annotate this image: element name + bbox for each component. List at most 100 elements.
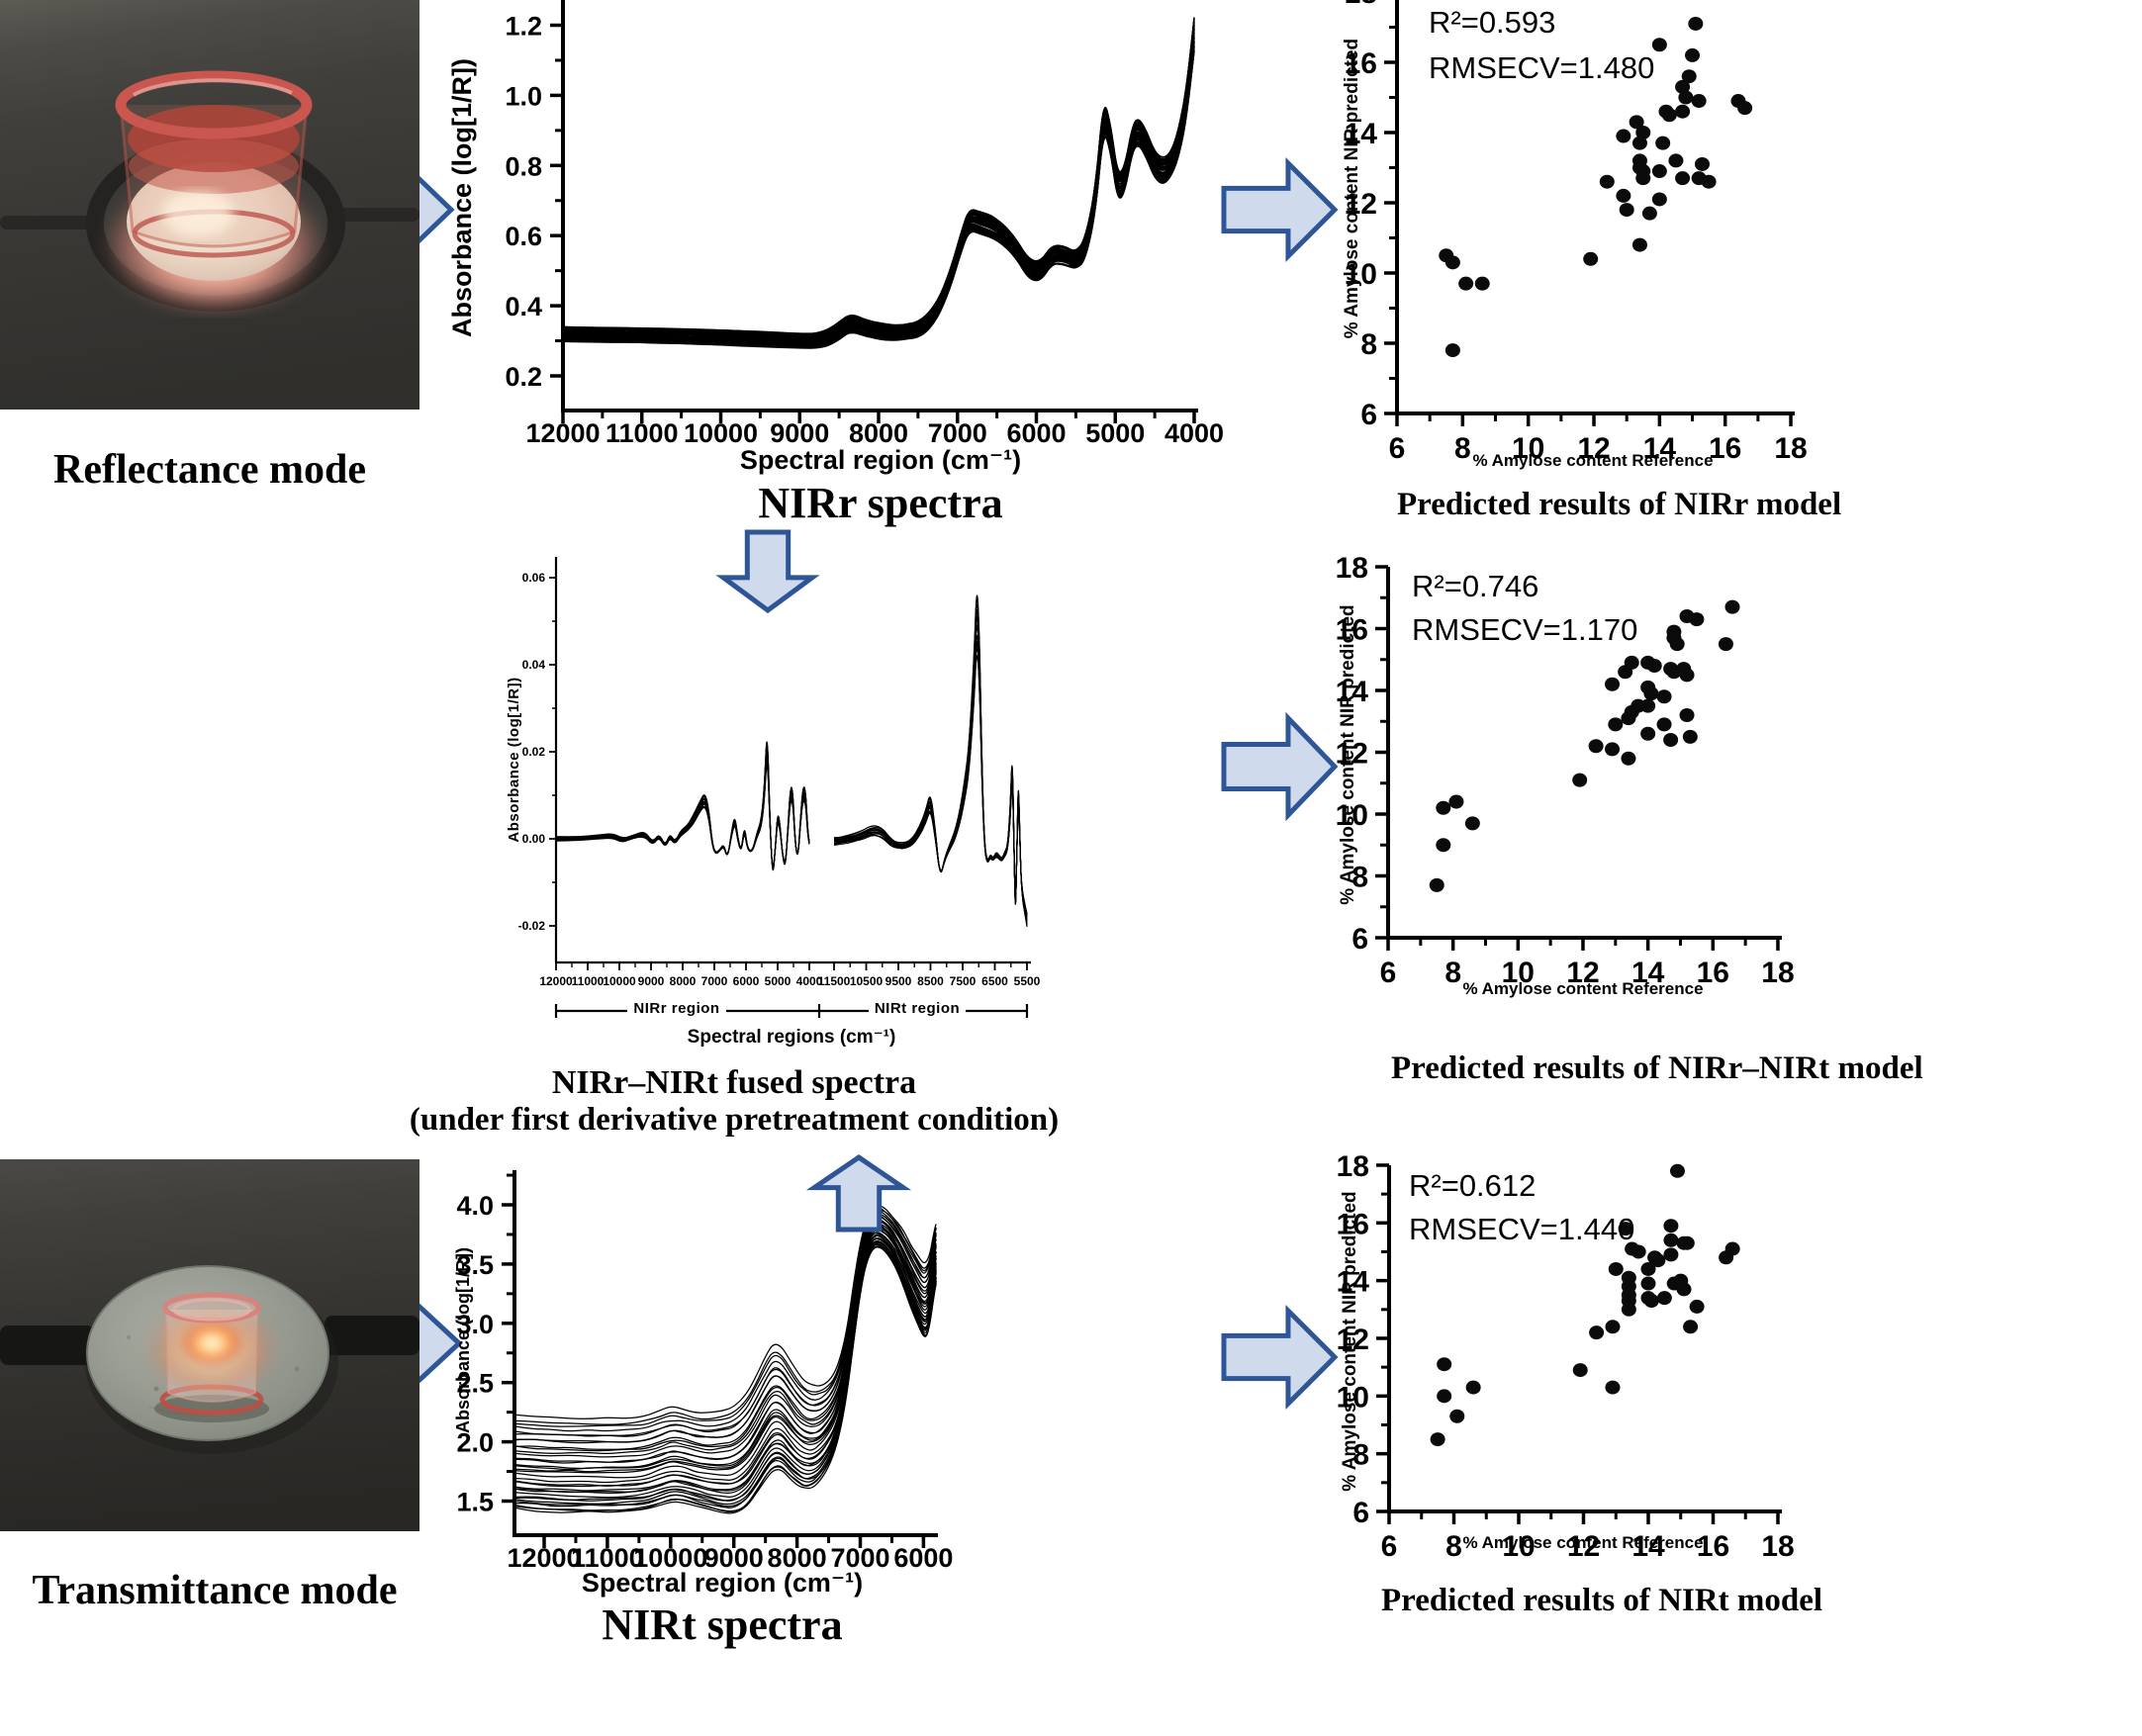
nirr-title: NIRr spectra (758, 479, 1003, 527)
svg-text:1.5: 1.5 (456, 1488, 494, 1517)
fused-ylabel: Absorbance (log[1/R]) (506, 677, 522, 843)
svg-text:14: 14 (1643, 432, 1677, 465)
svg-text:7000: 7000 (701, 974, 728, 988)
svg-text:8: 8 (1351, 862, 1368, 894)
disc-speckle (127, 1335, 131, 1339)
cup-rim (115, 70, 313, 139)
scatter-fused-rmsecv: RMSECV=1.170 (1412, 612, 1638, 647)
arrow-nirt-to-fused (805, 1153, 912, 1233)
svg-text:6: 6 (1351, 923, 1368, 956)
svg-text:14: 14 (1336, 676, 1369, 708)
svg-text:8: 8 (1454, 432, 1471, 465)
svg-text:0.02: 0.02 (522, 745, 546, 759)
svg-text:14: 14 (1345, 118, 1378, 150)
svg-text:16: 16 (1697, 957, 1729, 989)
svg-text:5500: 5500 (1014, 974, 1041, 988)
svg-text:5000: 5000 (1085, 418, 1145, 448)
svg-text:3.5: 3.5 (456, 1250, 494, 1280)
nirr-ylabel: Absorbance (log[1/R]) (447, 58, 477, 338)
svg-text:18: 18 (1337, 1150, 1369, 1183)
disc-speckle (294, 1366, 300, 1372)
transmittance-photo-image (0, 1159, 419, 1531)
scatter-nirt-rmsecv: RMSECV=1.440 (1409, 1212, 1635, 1246)
scatter-fused-r2: R²=0.746 (1412, 569, 1539, 603)
svg-text:0.04: 0.04 (522, 658, 546, 672)
scatter-nirt-ylabel: % Amylose content NIR predicted (1340, 1191, 1360, 1492)
svg-text:12: 12 (1336, 738, 1368, 771)
scatter-nirr-xlabel: % Amylose content Reference (1472, 451, 1714, 470)
svg-text:9000: 9000 (704, 1543, 764, 1573)
nirt-ylabel: Absorbance (log[1/R]) (453, 1247, 473, 1434)
reflectance-photo (0, 0, 419, 410)
svg-text:6000: 6000 (893, 1543, 953, 1573)
svg-text:9000: 9000 (638, 974, 665, 988)
cup-rim-highlight (133, 78, 293, 97)
scatter-nirt-title: Predicted results of NIRt model (1381, 1583, 1823, 1618)
glow-core (180, 1321, 243, 1366)
cup-interior-mid (129, 138, 299, 194)
powder-highlight (162, 191, 233, 236)
svg-text:11000: 11000 (572, 974, 605, 988)
scatter-fused-ylabel: % Amylose content NIR predicted (1338, 604, 1358, 905)
svg-text:7000: 7000 (928, 418, 987, 448)
svg-text:16: 16 (1337, 1208, 1369, 1240)
svg-text:8500: 8500 (917, 974, 944, 988)
scatter-nirt-r2: R²=0.612 (1409, 1168, 1537, 1203)
svg-text:8: 8 (1352, 1439, 1369, 1472)
svg-text:10: 10 (1502, 1530, 1535, 1563)
svg-text:10: 10 (1345, 258, 1377, 291)
svg-text:0.00: 0.00 (522, 832, 546, 846)
svg-text:7500: 7500 (950, 974, 977, 988)
scatter-nirr-rmsecv: RMSECV=1.480 (1429, 50, 1655, 85)
svg-text:0.06: 0.06 (522, 571, 546, 585)
fused-xlabel: Spectral regions (cm⁻¹) (687, 1027, 896, 1048)
svg-text:0.2: 0.2 (505, 362, 542, 392)
svg-text:10000: 10000 (684, 418, 758, 448)
svg-text:14: 14 (1337, 1266, 1370, 1299)
svg-text:9000: 9000 (770, 418, 829, 448)
scatter-nirr-ylabel: % Amylose content NIR predicted (1342, 38, 1362, 339)
arrow-nirr-to-fused (715, 529, 820, 614)
svg-text:6000: 6000 (1006, 418, 1066, 448)
svg-text:12000: 12000 (507, 1543, 581, 1573)
arrow-nirt-to-scatter (1221, 1304, 1339, 1411)
scatter-nirt-plot: 66 8 8 10 10 12 12 14 14 16 16 18 18 (1337, 1150, 1795, 1563)
svg-text:2.5: 2.5 (456, 1369, 494, 1399)
svg-text:8000: 8000 (768, 1543, 827, 1573)
clamp-arm-left (0, 1325, 95, 1365)
svg-text:16: 16 (1709, 432, 1741, 465)
svg-text:10000: 10000 (633, 1543, 707, 1573)
nirr-spectra-plot: 12000 11000 10000 9000 8000 7000 6000 5000 4000 0… (505, 0, 1224, 448)
svg-text:1.0: 1.0 (505, 81, 542, 111)
nirt-xlabel: Spectral region (cm⁻¹) (581, 1568, 864, 1598)
scatter-fused-plot: 66 8 8 10 10 12 12 14 14 16 16 18 18 (1336, 552, 1795, 989)
svg-text:-0.02: -0.02 (518, 919, 546, 933)
svg-text:18: 18 (1761, 1530, 1794, 1563)
svg-text:18: 18 (1345, 0, 1377, 10)
svg-text:14: 14 (1631, 1530, 1665, 1563)
svg-text:8: 8 (1445, 1530, 1462, 1563)
scatter-fused-xlabel: % Amylose content Reference (1462, 979, 1704, 998)
svg-text:10000: 10000 (603, 974, 636, 988)
svg-text:8000: 8000 (670, 974, 697, 988)
scatter-nirr-plot: 66 8 8 10 10 12 12 14 14 16 16 18 18 (1345, 0, 1808, 465)
transmittance-caption: Transmittance mode (32, 1568, 398, 1613)
cup-rim-inner-2 (172, 1298, 251, 1322)
disc-speckle (153, 1386, 159, 1392)
svg-text:11000: 11000 (605, 418, 679, 448)
reflectance-photo-image (0, 0, 419, 410)
svg-text:4000: 4000 (796, 974, 823, 988)
svg-text:12: 12 (1577, 432, 1610, 465)
svg-text:18: 18 (1761, 957, 1794, 989)
svg-text:12: 12 (1567, 1530, 1600, 1563)
svg-text:12: 12 (1566, 957, 1599, 989)
svg-text:0.4: 0.4 (505, 292, 542, 321)
svg-text:6: 6 (1389, 432, 1406, 465)
svg-text:6: 6 (1352, 1497, 1369, 1529)
arrow-fused-to-scatter (1221, 711, 1339, 822)
svg-text:12: 12 (1345, 188, 1377, 221)
clamp-arm-right (325, 1316, 419, 1355)
